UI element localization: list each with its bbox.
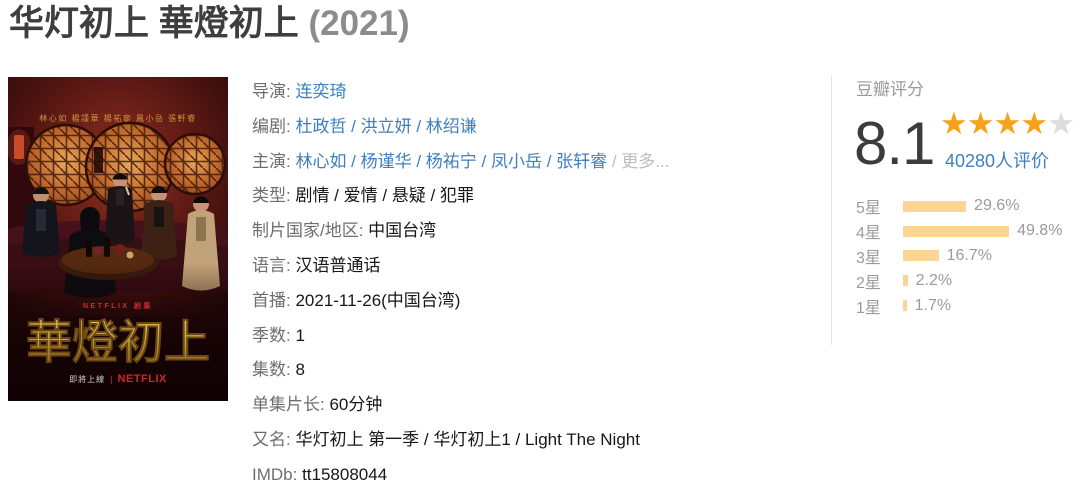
page-title: 华灯初上 華燈初上 (2021) [9, 2, 410, 46]
star-filled-icon: ★ [940, 106, 968, 141]
star-filled-icon: ★ [993, 106, 1022, 141]
info-link[interactable]: 杜政哲 [295, 116, 347, 136]
dist-star-label: 5星 [856, 200, 881, 218]
info-link[interactable]: 凤小岳 [490, 151, 542, 171]
poster-image[interactable]: 林心如 楊謹華 楊祐寧 鳳小岳 張軒睿 NETFLIX 剧集 華燈初上 即將上線… [8, 77, 228, 401]
dist-row: 5星 29.6% [856, 194, 1062, 219]
poster-texts: 林心如 楊謹華 楊祐寧 鳳小岳 張軒睿 NETFLIX 剧集 華燈初上 即將上線… [26, 113, 211, 385]
info-label: 又名: [252, 429, 296, 449]
info-text: 华灯初上 第一季 / 华灯初上1 / Light The Night [295, 429, 640, 449]
info-text: 8 [295, 360, 305, 380]
info-row: 季数: 1 [252, 319, 669, 354]
info-more-link[interactable]: 更多... [621, 151, 670, 171]
info-text: 汉语普通话 [295, 255, 381, 275]
info-row: 首播: 2021-11-26(中国台湾) [252, 284, 669, 319]
info-label: 季数: [252, 325, 296, 345]
dist-pct: 1.7% [914, 296, 952, 314]
dist-bar [903, 225, 1010, 237]
dist-pct: 2.2% [915, 271, 953, 289]
info-link[interactable]: / [411, 151, 426, 171]
info-label: 语言: [252, 255, 296, 275]
info-link[interactable]: 林绍谦 [425, 116, 477, 136]
info-row: 集数: 8 [252, 353, 669, 388]
star-rating: ★★★★★ [940, 106, 1075, 142]
rating-votes-link[interactable]: 40280人评价 [945, 151, 1050, 171]
dist-star-label: 2星 [856, 274, 881, 292]
info-link[interactable]: / [346, 151, 361, 171]
info-label: 类型: [252, 186, 296, 206]
info-text: 60分钟 [329, 395, 383, 415]
dist-pct: 29.6% [974, 197, 1020, 215]
info-link[interactable]: 洪立妍 [360, 116, 412, 136]
star-filled-icon: ★ [1020, 106, 1048, 141]
info-text: 剧情 / 爱情 / 悬疑 / 犯罪 [295, 186, 474, 206]
info-text: 1 [295, 325, 305, 345]
info-text: 中国台湾 [368, 221, 437, 241]
info-link[interactable]: / [541, 151, 557, 171]
dist-bar [903, 250, 939, 262]
dist-pct: 16.7% [946, 246, 992, 264]
info-label: 首播: [252, 290, 296, 310]
dist-bar [903, 200, 967, 212]
info-label: 单集片长: [252, 395, 330, 415]
info-row: IMDb: tt15808044 [252, 458, 669, 492]
info-text: tt15808044 [302, 464, 388, 484]
dist-star-label: 4星 [856, 225, 881, 243]
info-row: 主演: 林心如 / 杨谨华 / 杨祐宁 / 凤小岳 / 张轩睿 / 更多... [252, 145, 669, 180]
netflix-logo: NETFLIX [118, 373, 167, 385]
poster-bottom-line: 即將上線 | NETFLIX [69, 373, 167, 385]
dist-bar [903, 275, 908, 287]
dist-row: 1星 1.7% [856, 293, 1062, 318]
dist-star-label: 3星 [856, 249, 881, 267]
title-text: 华灯初上 華燈初上 [9, 4, 299, 43]
info-row: 单集片长: 60分钟 [252, 388, 669, 423]
rating-divider [831, 75, 832, 345]
info-link[interactable]: / [411, 116, 426, 136]
rating-score: 8.1 [854, 110, 935, 177]
info-more-link: / [607, 151, 622, 171]
poster-title: 華燈初上 [26, 315, 210, 369]
dist-star-label: 1星 [856, 299, 881, 317]
info-link[interactable]: 连奕琦 [295, 82, 347, 101]
info-link[interactable]: 张轩睿 [556, 151, 608, 171]
info-row: 又名: 华灯初上 第一季 / 华灯初上1 / Light The Night [252, 423, 669, 458]
info-link[interactable]: 杨祐宁 [425, 151, 477, 171]
title-year: (2021) [308, 4, 410, 43]
star-empty-icon: ★ [1047, 106, 1075, 141]
poster-actor-names: 林心如 楊謹華 楊祐寧 鳳小岳 張軒睿 [39, 113, 196, 123]
dist-row: 4星 49.8% [856, 219, 1062, 244]
info-list: 导演: 连奕琦 编剧: 杜政哲 / 洪立妍 / 林绍谦 主演: 林心如 / 杨谨华 … [252, 75, 669, 492]
info-label: 集数: [252, 360, 296, 380]
info-link[interactable]: 杨谨华 [360, 151, 412, 171]
info-link[interactable]: / [476, 151, 491, 171]
rating-distribution: 5星 29.6% 4星 49.8% 3星 16.7% 2星 2.2% 1星 1.7% [856, 194, 1062, 318]
info-link[interactable]: 林心如 [295, 151, 347, 171]
info-label: 制片国家/地区: [252, 221, 369, 241]
info-label: 主演: [252, 151, 296, 171]
dist-pct: 49.8% [1017, 222, 1063, 240]
dist-row: 2星 2.2% [856, 268, 1062, 293]
info-row: 语言: 汉语普通话 [252, 249, 669, 284]
info-row: 编剧: 杜政哲 / 洪立妍 / 林绍谦 [252, 110, 669, 145]
info-label: 编剧: [252, 116, 296, 136]
star-filled-icon: ★ [966, 106, 995, 141]
info-row: 制片国家/地区: 中国台湾 [252, 214, 669, 249]
poster-art: 林心如 楊謹華 楊祐寧 鳳小岳 張軒睿 NETFLIX 剧集 華燈初上 即將上線… [8, 77, 228, 401]
info-row: 导演: 连奕琦 [252, 75, 669, 110]
info-label: IMDb: [252, 464, 303, 484]
rating-header: 豆瓣评分 [856, 80, 924, 99]
poster-brand-line: NETFLIX 剧集 [83, 301, 153, 310]
info-text: 2021-11-26(中国台湾) [295, 290, 461, 310]
dist-row: 3星 16.7% [856, 244, 1062, 269]
info-link[interactable]: / [346, 116, 361, 136]
poster-fade [8, 263, 228, 401]
info-row: 类型: 剧情 / 爱情 / 悬疑 / 犯罪 [252, 179, 669, 214]
info-label: 导演: [252, 82, 296, 101]
dist-bar [903, 300, 907, 312]
